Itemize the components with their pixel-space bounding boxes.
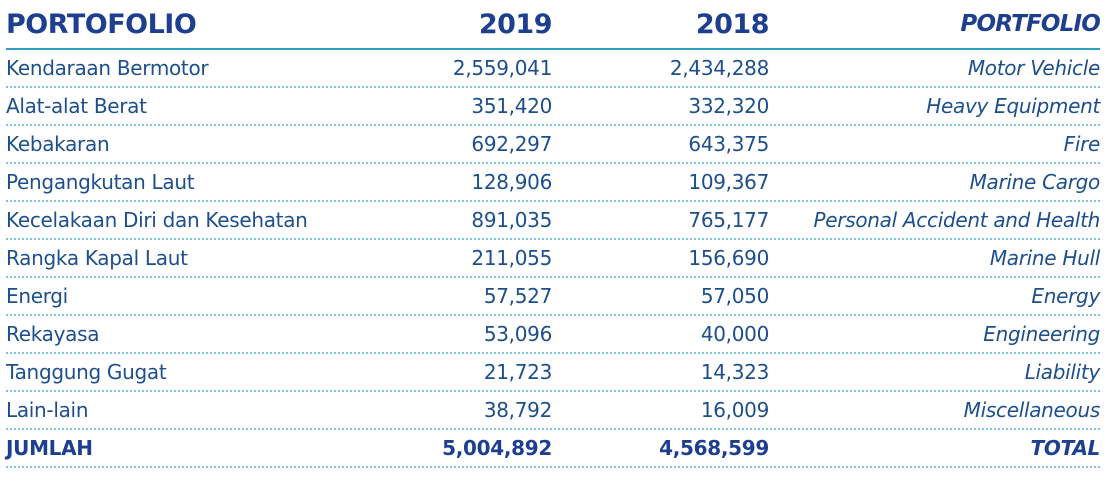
row-label-id: Kebakaran bbox=[6, 132, 110, 156]
header-year-2019: 2019 bbox=[478, 8, 553, 40]
table-row: Rekayasa 53,096 40,000 Engineering bbox=[6, 316, 1100, 354]
row-value-2018: 765,177 bbox=[688, 208, 769, 232]
row-value-2019: 891,035 bbox=[471, 208, 552, 232]
row-label-id: Pengangkutan Laut bbox=[6, 170, 195, 194]
table-row: Lain-lain 38,792 16,009 Miscellaneous bbox=[6, 392, 1100, 430]
row-label-id: Rekayasa bbox=[6, 322, 100, 346]
row-value-2018: 109,367 bbox=[688, 170, 769, 194]
row-label-id: Alat-alat Berat bbox=[6, 94, 147, 118]
row-value-2018: 57,050 bbox=[700, 284, 769, 308]
row-label-en: Energy bbox=[1031, 284, 1100, 308]
table-row: Kecelakaan Diri dan Kesehatan 891,035 76… bbox=[6, 202, 1100, 240]
table-row: Pengangkutan Laut 128,906 109,367 Marine… bbox=[6, 164, 1100, 202]
header-year-2018: 2018 bbox=[695, 8, 770, 40]
row-label-id: Energi bbox=[6, 284, 68, 308]
row-value-2018: 643,375 bbox=[688, 132, 769, 156]
total-label-id: JUMLAH bbox=[6, 436, 93, 460]
table-row: Energi 57,527 57,050 Energy bbox=[6, 278, 1100, 316]
table-row: Kebakaran 692,297 643,375 Fire bbox=[6, 126, 1100, 164]
portfolio-table: PORTOFOLIO 2019 2018 PORTFOLIO Kendaraan… bbox=[6, 0, 1101, 468]
table-header: PORTOFOLIO 2019 2018 PORTFOLIO bbox=[6, 0, 1101, 50]
row-label-id: Tanggung Gugat bbox=[6, 360, 167, 384]
row-label-en: Motor Vehicle bbox=[967, 56, 1100, 80]
row-value-2019: 211,055 bbox=[471, 246, 552, 270]
row-label-en: Engineering bbox=[983, 322, 1100, 346]
row-value-2019: 57,527 bbox=[483, 284, 552, 308]
row-value-2019: 53,096 bbox=[483, 322, 552, 346]
row-value-2019: 351,420 bbox=[471, 94, 552, 118]
row-value-2019: 2,559,041 bbox=[452, 56, 552, 80]
row-label-id: Kendaraan Bermotor bbox=[6, 56, 209, 80]
total-row: JUMLAH 5,004,892 4,568,599 TOTAL bbox=[6, 430, 1100, 468]
total-value-2019: 5,004,892 bbox=[442, 436, 552, 460]
table-row: Alat-alat Berat 351,420 332,320 Heavy Eq… bbox=[6, 88, 1100, 126]
row-value-2018: 332,320 bbox=[688, 94, 769, 118]
row-label-en: Personal Accident and Health bbox=[813, 208, 1101, 232]
total-value-2018: 4,568,599 bbox=[659, 436, 769, 460]
row-label-en: Miscellaneous bbox=[963, 398, 1101, 422]
header-portfolio: PORTFOLIO bbox=[960, 11, 1100, 37]
row-value-2018: 14,323 bbox=[700, 360, 769, 384]
header-portofolio: PORTOFOLIO bbox=[6, 8, 197, 40]
row-value-2018: 156,690 bbox=[688, 246, 769, 270]
row-label-id: Lain-lain bbox=[6, 398, 89, 422]
row-value-2019: 21,723 bbox=[483, 360, 552, 384]
row-label-en: Marine Hull bbox=[989, 246, 1100, 270]
row-value-2019: 692,297 bbox=[471, 132, 552, 156]
row-label-id: Kecelakaan Diri dan Kesehatan bbox=[6, 208, 308, 232]
row-value-2019: 128,906 bbox=[471, 170, 552, 194]
row-value-2018: 2,434,288 bbox=[669, 56, 769, 80]
table-row: Rangka Kapal Laut 211,055 156,690 Marine… bbox=[6, 240, 1100, 278]
row-label-en: Heavy Equipment bbox=[926, 94, 1100, 118]
row-label-en: Liability bbox=[1024, 360, 1101, 384]
row-value-2019: 38,792 bbox=[483, 398, 552, 422]
table-row: Kendaraan Bermotor 2,559,041 2,434,288 M… bbox=[6, 50, 1100, 88]
row-value-2018: 16,009 bbox=[700, 398, 769, 422]
row-label-en: Marine Cargo bbox=[969, 170, 1101, 194]
row-value-2018: 40,000 bbox=[700, 322, 769, 346]
row-label-id: Rangka Kapal Laut bbox=[6, 246, 188, 270]
total-label-en: TOTAL bbox=[1030, 436, 1101, 460]
row-label-en: Fire bbox=[1063, 132, 1101, 156]
table-row: Tanggung Gugat 21,723 14,323 Liability bbox=[6, 354, 1100, 392]
